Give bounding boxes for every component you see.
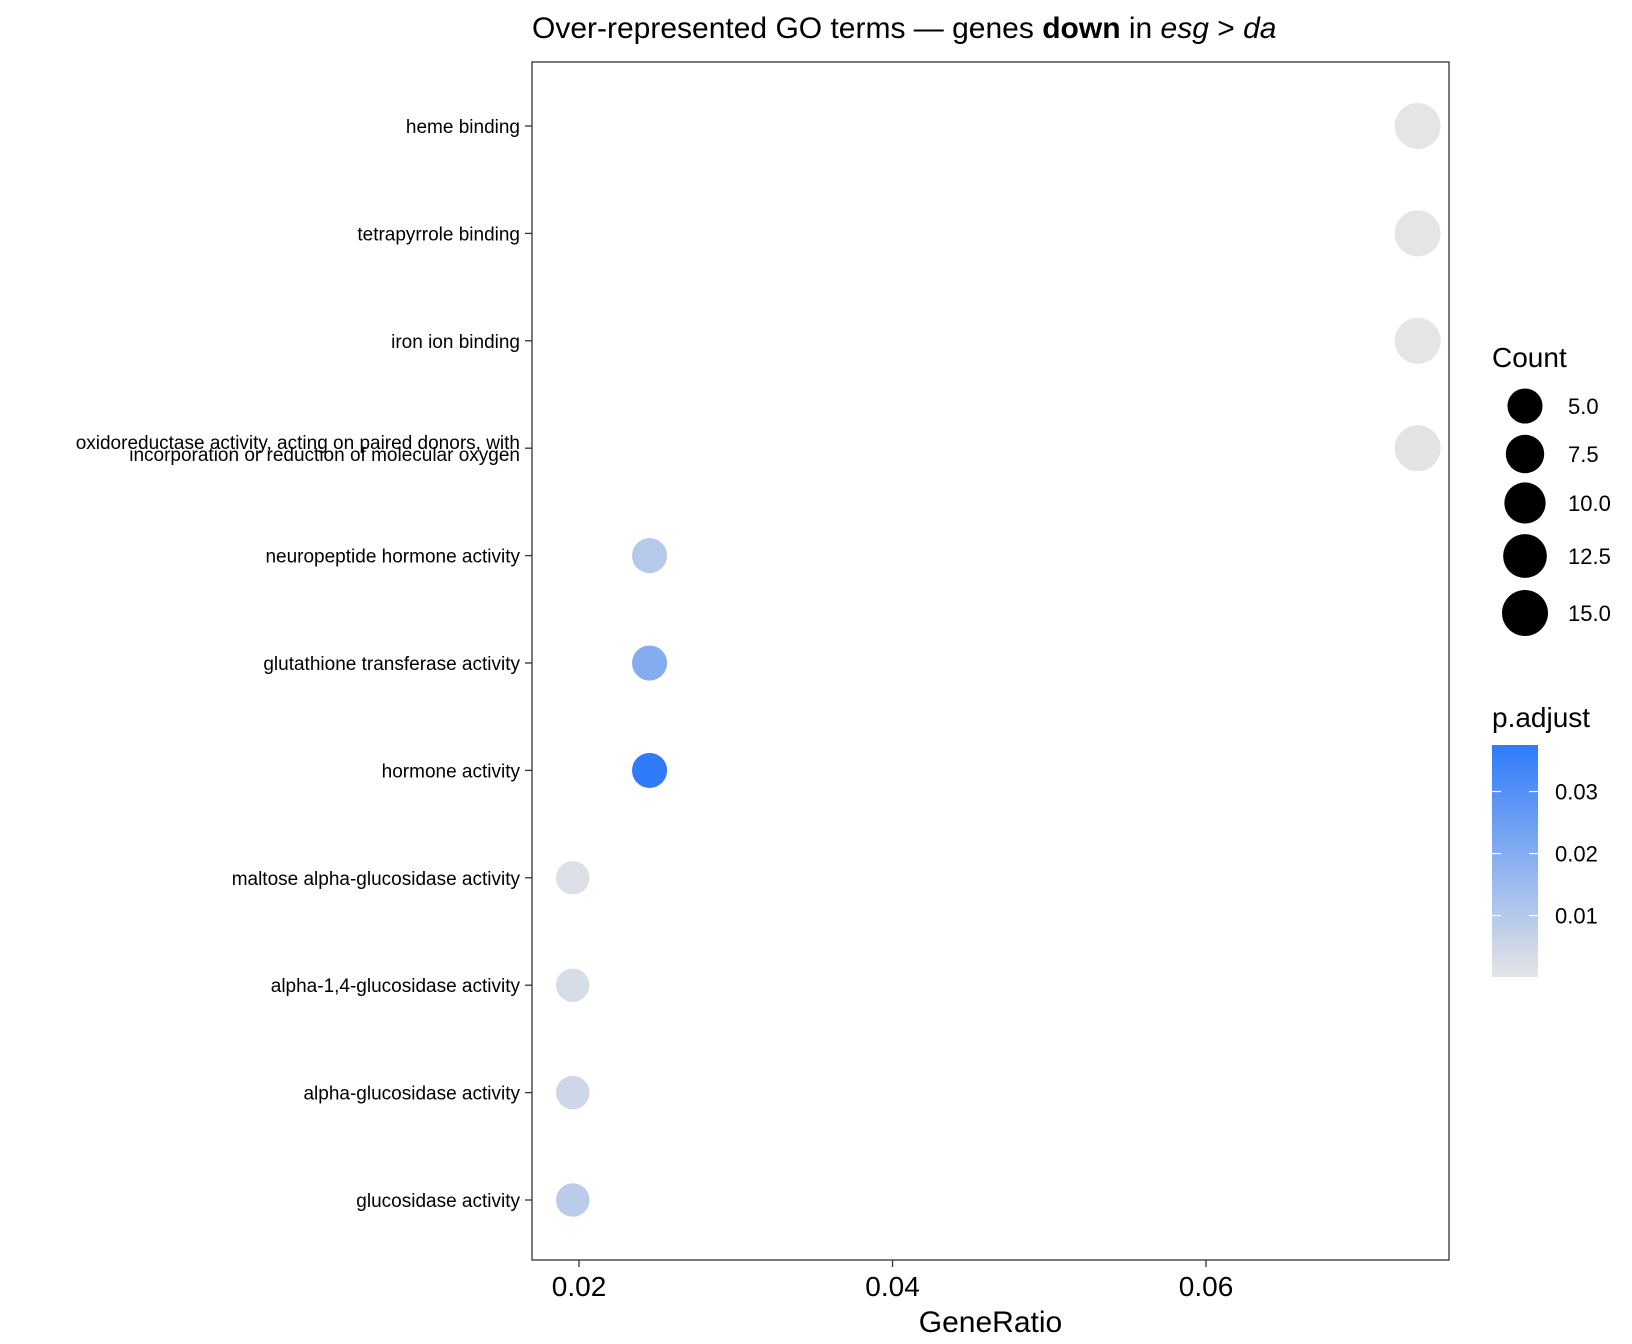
- data-point: [1394, 210, 1441, 257]
- count-legend-title: Count: [1492, 342, 1567, 373]
- count-legend-label: 10.0: [1568, 491, 1611, 516]
- y-tick-label: incorporation or reduction of molecular …: [129, 445, 520, 466]
- count-legend-key: [1507, 388, 1543, 424]
- x-tick-label: 0.06: [1179, 1271, 1234, 1302]
- p-adjust-legend: p.adjust 0.01 0.02 0.03: [1492, 702, 1598, 977]
- y-tick-label: alpha-glucosidase activity: [303, 1084, 520, 1105]
- plot-panel-border: [531, 61, 1450, 1261]
- p-adjust-legend-title: p.adjust: [1492, 702, 1590, 733]
- x-tick-label: 0.04: [865, 1271, 920, 1302]
- count-legend-key: [1505, 434, 1545, 474]
- colorbar-tick-label: 0.03: [1555, 780, 1598, 805]
- count-legend-key: [1503, 534, 1547, 578]
- data-point: [1394, 103, 1441, 149]
- data-point: [1394, 425, 1441, 472]
- chart-title-part: Over-represented GO terms — genes: [532, 12, 1042, 45]
- count-legend-label: 12.5: [1568, 544, 1611, 569]
- y-tick-label: glucosidase activity: [356, 1191, 520, 1212]
- y-tick-label: alpha-1,4-glucosidase activity: [271, 976, 521, 997]
- y-tick-label: neuropeptide hormone activity: [265, 547, 520, 568]
- y-tick-label: oxidoreductase activity, acting on paire…: [76, 433, 520, 454]
- y-tick-label: hormone activity: [382, 761, 521, 782]
- chart-title-part: in: [1121, 12, 1161, 45]
- count-legend-label: 7.5: [1568, 442, 1599, 467]
- count-legend-label: 15.0: [1568, 601, 1611, 626]
- data-point: [1394, 317, 1441, 364]
- data-point: [632, 752, 668, 788]
- data-point: [555, 1183, 590, 1217]
- x-axis: 0.02 0.04 0.06 GeneRatio: [552, 1260, 1234, 1339]
- colorbar-tick-label: 0.01: [1555, 904, 1598, 929]
- data-point: [555, 968, 590, 1002]
- data-point: [555, 1075, 590, 1110]
- data-points: [555, 103, 1441, 1217]
- y-tick-label: heme binding: [406, 117, 520, 138]
- chart-title-part: down: [1042, 12, 1120, 45]
- count-legend-label: 5.0: [1568, 394, 1599, 419]
- y-tick-label: glutathione transferase activity: [263, 654, 520, 675]
- y-axis-labels: heme binding tetrapyrrole binding iron ion…: [76, 117, 532, 1212]
- x-axis-label: GeneRatio: [919, 1306, 1062, 1339]
- y-tick-label: iron ion binding: [391, 332, 520, 353]
- data-point: [555, 861, 590, 895]
- chart-title-part: >: [1209, 12, 1243, 45]
- chart-title: Over-represented GO terms — genes down i…: [532, 12, 1277, 45]
- count-legend-key: [1504, 482, 1546, 524]
- y-tick-label: maltose alpha-glucosidase activity: [232, 869, 521, 890]
- chart-title-part: da: [1243, 12, 1276, 45]
- x-tick-label: 0.02: [552, 1271, 607, 1302]
- count-legend-key: [1502, 590, 1548, 636]
- plot-panel: [531, 61, 1450, 1261]
- chart-title-part: esg: [1161, 12, 1210, 45]
- p-adjust-colorbar: [1492, 745, 1538, 977]
- y-tick-label: tetrapyrrole binding: [357, 224, 520, 245]
- data-point: [632, 538, 668, 574]
- colorbar-tick-label: 0.02: [1555, 842, 1598, 867]
- data-point: [632, 645, 668, 681]
